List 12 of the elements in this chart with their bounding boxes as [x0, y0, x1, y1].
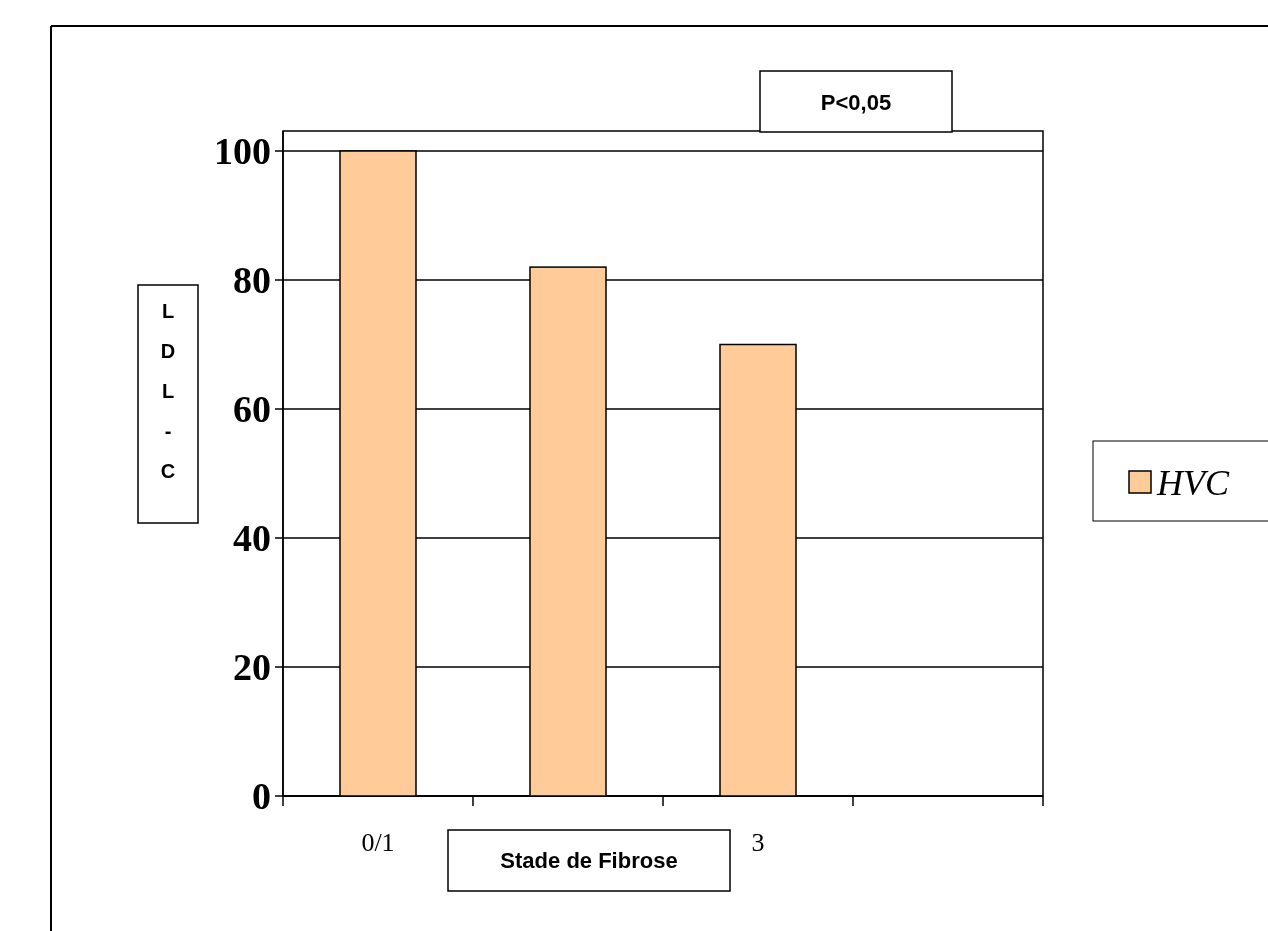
y-tick-label: 100 [214, 130, 271, 173]
legend-label: HVC [1156, 462, 1230, 503]
y-tick-label: 60 [233, 388, 271, 431]
y-tick-label: 80 [233, 259, 271, 302]
y-tick-label: 0 [252, 775, 271, 818]
text: P<0,05 [820, 89, 892, 115]
x-tick-label: 0/1 [361, 828, 395, 857]
y-tick-label: 20 [233, 646, 271, 689]
y-axis-title: LDL-C [160, 300, 176, 482]
x-axis-title: Stade de Fibrose [500, 847, 678, 873]
x-tick-label: 3 [751, 828, 765, 857]
y-tick-label: 40 [233, 517, 271, 560]
